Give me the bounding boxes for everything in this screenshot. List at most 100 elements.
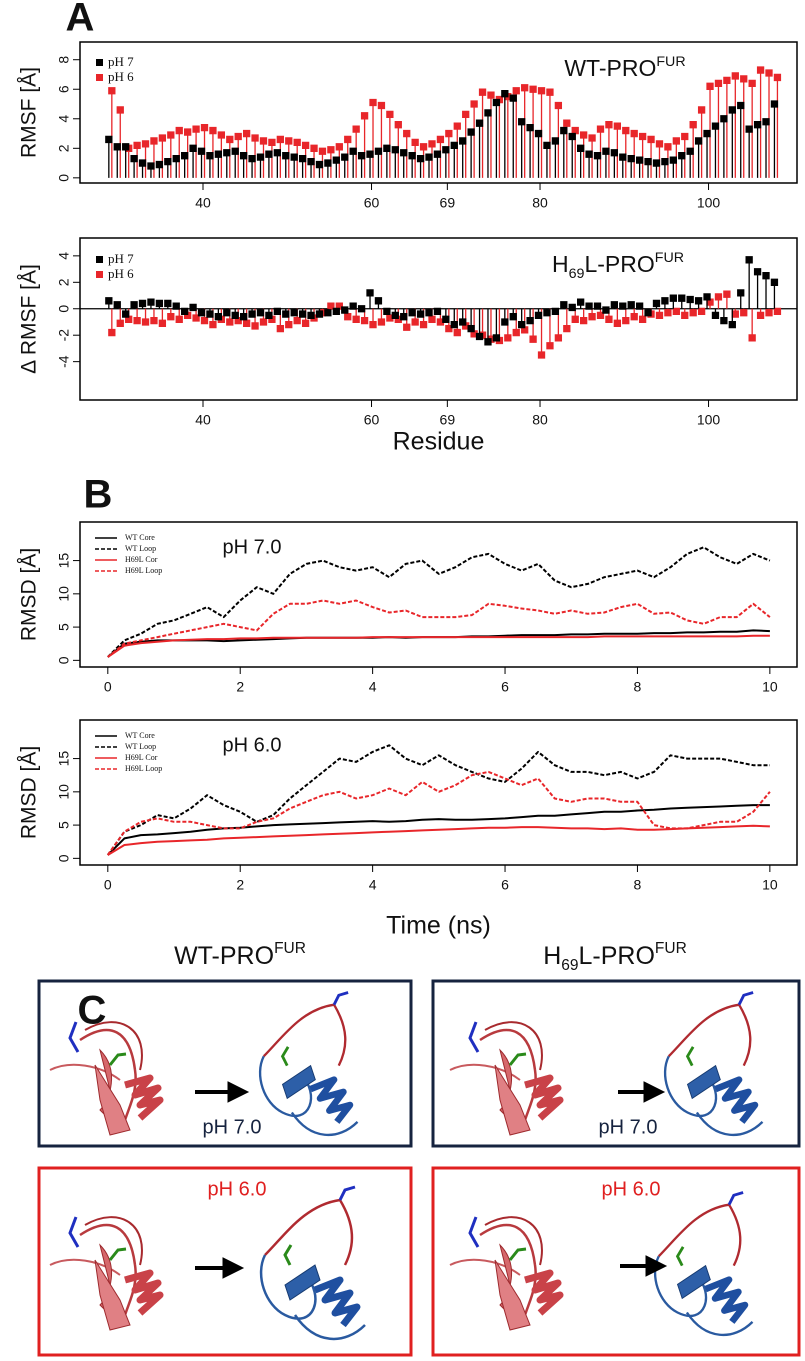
stem [577,298,585,309]
legend-swatch [96,271,103,278]
legend-label: H69L Loop [125,566,162,575]
stem [411,138,419,178]
stem [753,268,762,309]
arrow-head [227,1081,250,1103]
legend-label: WT Core [125,533,155,542]
stem [366,289,374,309]
stem [610,301,619,309]
x-tick-label: 100 [697,412,721,428]
stem [116,106,124,178]
condition-label: pH 7.0 [599,1116,658,1138]
stem [234,132,242,178]
stem [543,308,551,317]
stem [521,84,529,178]
stem [638,132,647,178]
stem [273,149,281,178]
stem [711,308,720,320]
stem [459,308,467,326]
stem [686,295,694,309]
stem [239,152,248,178]
y-tick-label: 2 [56,144,72,152]
stem [360,112,369,178]
stem [740,308,748,317]
stem [167,131,175,178]
y-tick-label: 0 [56,854,72,862]
series-line [107,824,770,856]
stem [214,150,223,178]
stem [596,308,605,320]
stem [214,308,223,321]
stem [150,137,158,178]
y-tick-label: 0 [56,305,72,313]
stem [737,101,745,178]
annotation: pH 6.0 [223,734,282,756]
stem [352,308,360,323]
stem [181,307,189,316]
stem [551,137,560,178]
panel-label: C [78,989,107,1033]
stem [765,308,773,317]
stem [231,308,239,320]
legend-label: H69L Cor [125,753,158,762]
title-part: FUR [655,940,687,957]
stem [108,87,116,178]
arrow-head [645,1255,668,1277]
title-part: H [543,942,561,970]
stem [307,157,315,178]
stem [509,94,517,178]
stem [189,144,197,178]
legend-label: pH 6 [108,266,134,281]
stem [150,308,158,325]
stem [445,129,453,178]
y-tick-label: 2 [56,278,72,286]
stem [416,308,425,318]
x-tick-label: 80 [532,412,548,428]
stem [377,101,386,178]
stem [501,90,509,178]
stem [425,308,433,317]
arrows [195,1081,668,1279]
stem [678,152,686,178]
stem [720,115,728,178]
series-line [107,804,770,856]
stem [357,305,366,313]
stem [290,308,298,317]
stem [377,308,386,326]
stem [501,308,509,326]
stem [588,308,596,321]
x-axis-label: Time (ns) [386,912,491,940]
stem [450,141,458,178]
stem [534,308,543,320]
title: WT-PROFUR [174,940,306,970]
stem [268,138,276,178]
stem [492,308,501,342]
x-tick-label: 10 [762,877,778,893]
stem [172,154,180,178]
stem [745,256,753,309]
stem [484,109,492,178]
title-part: H [552,251,569,277]
stem [416,154,425,178]
stem [602,147,610,178]
legend-label: H69L Cor [125,555,158,564]
stem [630,308,638,321]
y-tick-label: 0 [56,656,72,664]
stem [462,110,470,178]
legend-label: H69L Loop [125,764,162,773]
x-tick-label: 100 [697,195,721,211]
stem [630,129,638,178]
stem [723,76,731,178]
stem [487,91,495,178]
legend-label: pH 6 [108,69,134,84]
stem [619,153,627,178]
x-tick-label: 4 [369,877,377,893]
stem [383,144,391,178]
stem [518,118,526,178]
stem [694,297,703,309]
stem [282,152,290,178]
stem [175,308,183,323]
x-tick-label: 60 [364,195,380,211]
stem [408,152,416,178]
stem [543,141,551,178]
frame [37,979,413,1148]
